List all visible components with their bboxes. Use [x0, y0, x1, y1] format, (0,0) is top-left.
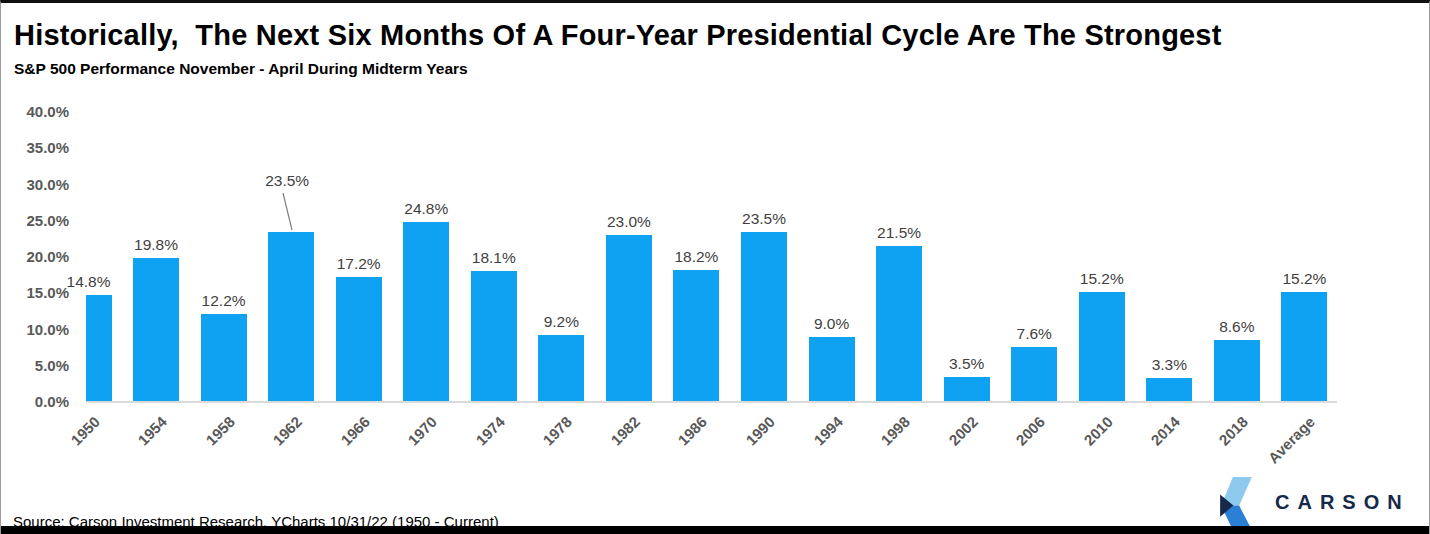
x-axis-label-1986: 1986: [635, 413, 711, 489]
x-axis-label-1974: 1974: [432, 413, 508, 489]
x-axis-label-2010: 2010: [1040, 413, 1116, 489]
bar-value-label: 9.2%: [524, 313, 598, 331]
bar-1962: [268, 232, 314, 401]
x-axis-label-2006: 2006: [973, 413, 1049, 489]
bar-value-label: 23.5%: [250, 172, 324, 190]
bar-1978: [538, 335, 584, 401]
carson-logo-icon: [1219, 477, 1253, 530]
y-axis-tick-label: 10.0%: [7, 321, 69, 339]
bar-value-label: 18.2%: [659, 248, 733, 266]
bar-value-label: 3.3%: [1132, 356, 1206, 374]
chart-title: Historically, The Next Six Months Of A F…: [14, 19, 1222, 52]
bar-value-label: 18.1%: [457, 249, 531, 267]
y-axis-tick-label: 25.0%: [7, 212, 69, 230]
x-axis-label-1978: 1978: [500, 413, 576, 489]
x-axis-label-1990: 1990: [702, 413, 778, 489]
bar-1954: [133, 258, 179, 401]
bar-value-label: 15.2%: [1267, 270, 1341, 288]
bar-value-label: 3.5%: [930, 355, 1004, 373]
bar-2014: [1146, 378, 1192, 401]
bar-1958: [201, 314, 247, 401]
x-axis-label-1954: 1954: [94, 413, 170, 489]
y-axis-tick-label: 35.0%: [7, 139, 69, 157]
bar-value-label: 17.2%: [322, 255, 396, 273]
bar-2006: [1011, 347, 1057, 401]
carson-wordmark: CARSON: [1275, 491, 1410, 513]
bar-value-label: 24.8%: [389, 200, 463, 218]
bar-value-label: 23.5%: [727, 210, 801, 228]
x-axis-label-2014: 2014: [1108, 413, 1184, 489]
y-axis-tick-label: 30.0%: [7, 176, 69, 194]
x-axis-label-1962: 1962: [230, 413, 306, 489]
bar-value-label: 7.6%: [997, 325, 1071, 343]
x-axis-label-1966: 1966: [297, 413, 373, 489]
x-axis-line: [86, 401, 1337, 403]
bar-1970: [403, 222, 449, 401]
x-axis-label-1970: 1970: [365, 413, 441, 489]
bar-1974: [471, 271, 517, 401]
y-axis-tick-label: 20.0%: [7, 248, 69, 266]
bar-2018: [1214, 340, 1260, 401]
bar-1966: [336, 277, 382, 401]
bar-value-label: 19.8%: [119, 236, 193, 254]
y-axis-tick-label: 5.0%: [7, 357, 69, 375]
x-axis-label-1950: 1950: [27, 413, 103, 489]
bar-1990: [741, 232, 787, 401]
bar-1994: [809, 337, 855, 401]
bar-1982: [606, 235, 652, 401]
bar-value-label: 23.0%: [592, 213, 666, 231]
bar-1998: [876, 246, 922, 401]
bar-1950: [86, 295, 112, 401]
x-axis-label-1998: 1998: [837, 413, 913, 489]
bar-value-label: 12.2%: [187, 292, 261, 310]
carson-logo: CARSON: [1219, 477, 1410, 530]
x-axis-label-1958: 1958: [162, 413, 238, 489]
bar-value-label: 14.8%: [52, 273, 126, 291]
y-axis-tick-label: 0.0%: [7, 393, 69, 411]
bar-1986: [673, 270, 719, 401]
bar-value-label: 9.0%: [795, 315, 869, 333]
x-axis-label-2002: 2002: [905, 413, 981, 489]
bottom-black-bar: [1, 526, 1429, 534]
value-label-leader-line: [279, 191, 299, 233]
bar-value-label: 15.2%: [1065, 270, 1139, 288]
bar-2010: [1079, 292, 1125, 401]
x-axis-label-1994: 1994: [770, 413, 846, 489]
y-axis-tick-label: 40.0%: [7, 103, 69, 121]
chart-page: Historically, The Next Six Months Of A F…: [0, 0, 1430, 534]
bar-value-label: 21.5%: [862, 224, 936, 242]
bar-2002: [944, 377, 990, 401]
x-axis-label-1982: 1982: [567, 413, 643, 489]
bar-value-label: 8.6%: [1200, 318, 1274, 336]
bar-Average: [1281, 292, 1327, 401]
chart-subtitle: S&P 500 Performance November - April Dur…: [14, 60, 468, 78]
